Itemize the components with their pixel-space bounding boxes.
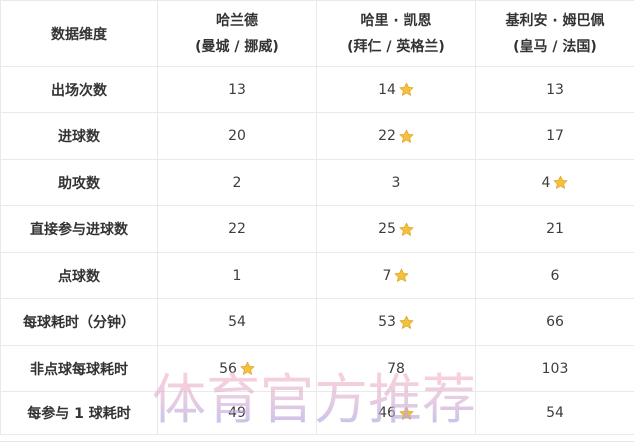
table-row-penalties: 点球数 1 7 6: [0, 252, 634, 299]
player-club: (曼城 / 挪威): [195, 38, 279, 55]
stat-cell: 22: [316, 112, 476, 160]
table-row-minutes-per-involvement: 每参与 1 球耗时 49 46 54: [0, 391, 634, 435]
dimension-header: 数据维度: [0, 0, 158, 67]
stat-cell: 1: [157, 252, 317, 299]
player-club: (皇马 / 法国): [513, 38, 597, 55]
stat-cell: 4: [475, 159, 634, 206]
star-icon: [399, 129, 414, 143]
star-icon: [399, 315, 414, 329]
stat-cell: 46: [316, 391, 476, 435]
table-row-goal-involvements: 直接参与进球数 22 25 21: [0, 205, 634, 253]
stat-cell: 2: [157, 159, 317, 206]
metric-label: 每参与 1 球耗时: [0, 391, 158, 435]
player-header-kane: 哈里 · 凯恩 (拜仁 / 英格兰): [316, 0, 476, 67]
stat-cell: 53: [316, 298, 476, 346]
header-row: 数据维度 哈兰德 (曼城 / 挪威) 哈里 · 凯恩 (拜仁 / 英格兰) 基利…: [0, 0, 634, 67]
star-icon: [553, 175, 568, 189]
player-name: 基利安 · 姆巴佩: [505, 12, 605, 29]
star-icon: [399, 82, 414, 96]
star-icon: [399, 222, 414, 236]
stat-cell: 20: [157, 112, 317, 160]
stat-cell: 14: [316, 66, 476, 113]
stat-cell: 7: [316, 252, 476, 299]
stat-cell: 6: [475, 252, 634, 299]
table-row-minutes-per-nonpenalty-goal: 非点球每球耗时 56 78 103: [0, 345, 634, 392]
metric-label: 进球数: [0, 112, 158, 160]
metric-label: 非点球每球耗时: [0, 345, 158, 392]
table-row-goals: 进球数 20 22 17: [0, 112, 634, 160]
metric-label: 出场次数: [0, 66, 158, 113]
stat-cell: 49: [157, 391, 317, 435]
stat-cell: 66: [475, 298, 634, 346]
table-row-minutes-per-goal: 每球耗时（分钟） 54 53 66: [0, 298, 634, 346]
star-icon: [399, 406, 414, 420]
stat-cell: 25: [316, 205, 476, 253]
metric-label: 点球数: [0, 252, 158, 299]
metric-label: 每球耗时（分钟）: [0, 298, 158, 346]
stat-cell: 103: [475, 345, 634, 392]
star-icon: [240, 361, 255, 375]
stat-cell: 56: [157, 345, 317, 392]
star-icon: [394, 268, 409, 282]
stat-cell: 54: [157, 298, 317, 346]
metric-label: 助攻数: [0, 159, 158, 206]
stat-cell: 78: [316, 345, 476, 392]
player-header-haaland: 哈兰德 (曼城 / 挪威): [157, 0, 317, 67]
table-row-appearances: 出场次数 13 14 13: [0, 66, 634, 113]
bottom-divider: [0, 441, 634, 442]
player-club: (拜仁 / 英格兰): [347, 38, 445, 55]
stat-cell: 54: [475, 391, 634, 435]
stat-cell: 13: [157, 66, 317, 113]
stat-cell: 17: [475, 112, 634, 160]
player-name: 哈兰德: [216, 12, 258, 29]
stat-cell: 21: [475, 205, 634, 253]
stat-cell: 22: [157, 205, 317, 253]
player-name: 哈里 · 凯恩: [360, 12, 432, 29]
stat-cell: 3: [316, 159, 476, 206]
table-row-assists: 助攻数 2 3 4: [0, 159, 634, 206]
stat-cell: 13: [475, 66, 634, 113]
metric-label: 直接参与进球数: [0, 205, 158, 253]
player-header-mbappe: 基利安 · 姆巴佩 (皇马 / 法国): [475, 0, 634, 67]
